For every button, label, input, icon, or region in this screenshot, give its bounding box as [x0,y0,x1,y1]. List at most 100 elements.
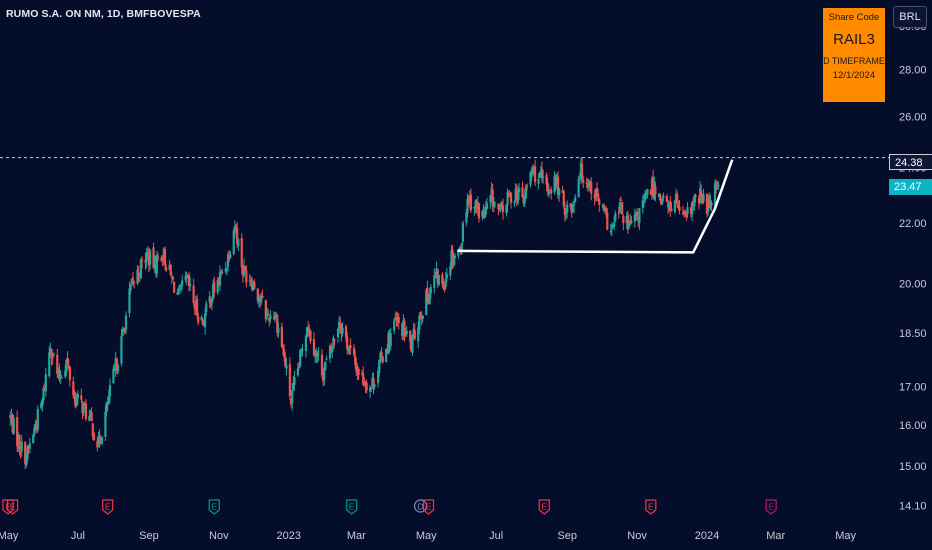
event-marker[interactable]: E [346,499,358,515]
candle-body [97,436,100,447]
candle-body [582,179,585,184]
candle-body [621,202,624,215]
x-tick-label: Sep [557,530,577,542]
candle-body [682,211,686,214]
candle-body [435,268,438,278]
candle-body [210,298,214,304]
candle-body [112,368,115,384]
candle-body [299,350,302,367]
x-tick-label: 2024 [695,530,719,542]
candle-body [515,190,518,201]
x-tick-label: Nov [209,530,229,542]
candle-body [657,194,660,197]
candle-body [212,284,215,300]
candle-body [457,252,460,256]
event-marker[interactable]: E [765,499,777,515]
x-tick-label: Sep [139,530,159,542]
event-marker-letter: D [417,502,423,512]
info-share-code-label: Share Code [828,12,880,23]
candle-body [627,223,631,228]
candle-body [514,189,517,200]
candle-body [277,328,280,334]
candle-body [689,207,693,214]
candle-body [579,162,583,180]
candle-body [89,411,92,418]
candle-body [332,337,335,350]
candle-body [194,300,198,310]
event-marker[interactable]: E [538,499,550,515]
candle-body [482,211,485,219]
candle-body [124,315,128,330]
candle-body [171,276,175,280]
event-marker[interactable]: E [422,499,435,515]
event-marker[interactable]: D [413,499,428,513]
candle-body [428,293,431,305]
candle-body [377,370,380,383]
candle-body [550,189,553,194]
candle-body [245,270,248,283]
candle-body [312,338,316,356]
candle-body [356,370,359,373]
candle-body [250,280,254,290]
candle-body [666,203,670,207]
candle-body [52,354,55,356]
candle-body [24,442,27,465]
annotation-layer [457,159,734,254]
event-marker[interactable]: E [208,499,220,515]
candle-body [483,214,486,218]
candle-body [564,211,568,214]
candle-body [18,434,21,450]
candle-body [393,320,396,331]
candle-body [645,194,648,196]
candle-body [129,285,132,291]
candle-body [532,168,536,170]
candle-body [168,264,171,270]
candle-body [169,265,172,276]
candle-body [293,377,296,385]
candle-body [26,446,29,460]
candle-body [232,230,235,255]
candle-body [348,345,351,349]
candle-body [123,329,126,333]
candle-body [554,175,557,185]
candle-body [217,277,220,284]
candle-body [82,402,85,413]
candle-body [450,250,453,268]
event-marker[interactable]: E [102,499,114,515]
candle-body [225,268,228,271]
candle-body [619,199,623,201]
candle-body [309,330,312,342]
candle-body [317,353,320,355]
candle-body [76,393,79,399]
candle-body [453,255,456,259]
candle-body [452,257,455,266]
candle-body [152,247,155,268]
currency-button[interactable]: BRL [893,6,927,28]
candle-body [181,280,184,286]
candle-body [501,205,505,212]
candle-body [162,248,165,258]
candle-body [442,281,445,289]
candle-body [693,195,696,206]
candle-body [469,194,473,211]
last-price-tag: 23.47 [889,179,932,195]
candle-body [701,199,704,204]
candle-body [516,193,520,203]
candle-body [216,280,219,293]
candle-body [572,204,576,206]
candle-body [177,288,180,294]
candle-body [209,298,212,306]
candle-body [708,196,711,208]
candle-body [491,189,494,207]
y-tick-label: 26.00 [899,112,927,124]
candle-body [218,272,222,286]
candle-body [694,195,697,198]
candle-body [530,169,533,175]
candle-body [662,195,665,198]
event-marker[interactable]: E [645,499,657,515]
candle-body [490,188,493,194]
event-marker[interactable]: E [6,499,19,515]
candle-body [80,395,83,400]
